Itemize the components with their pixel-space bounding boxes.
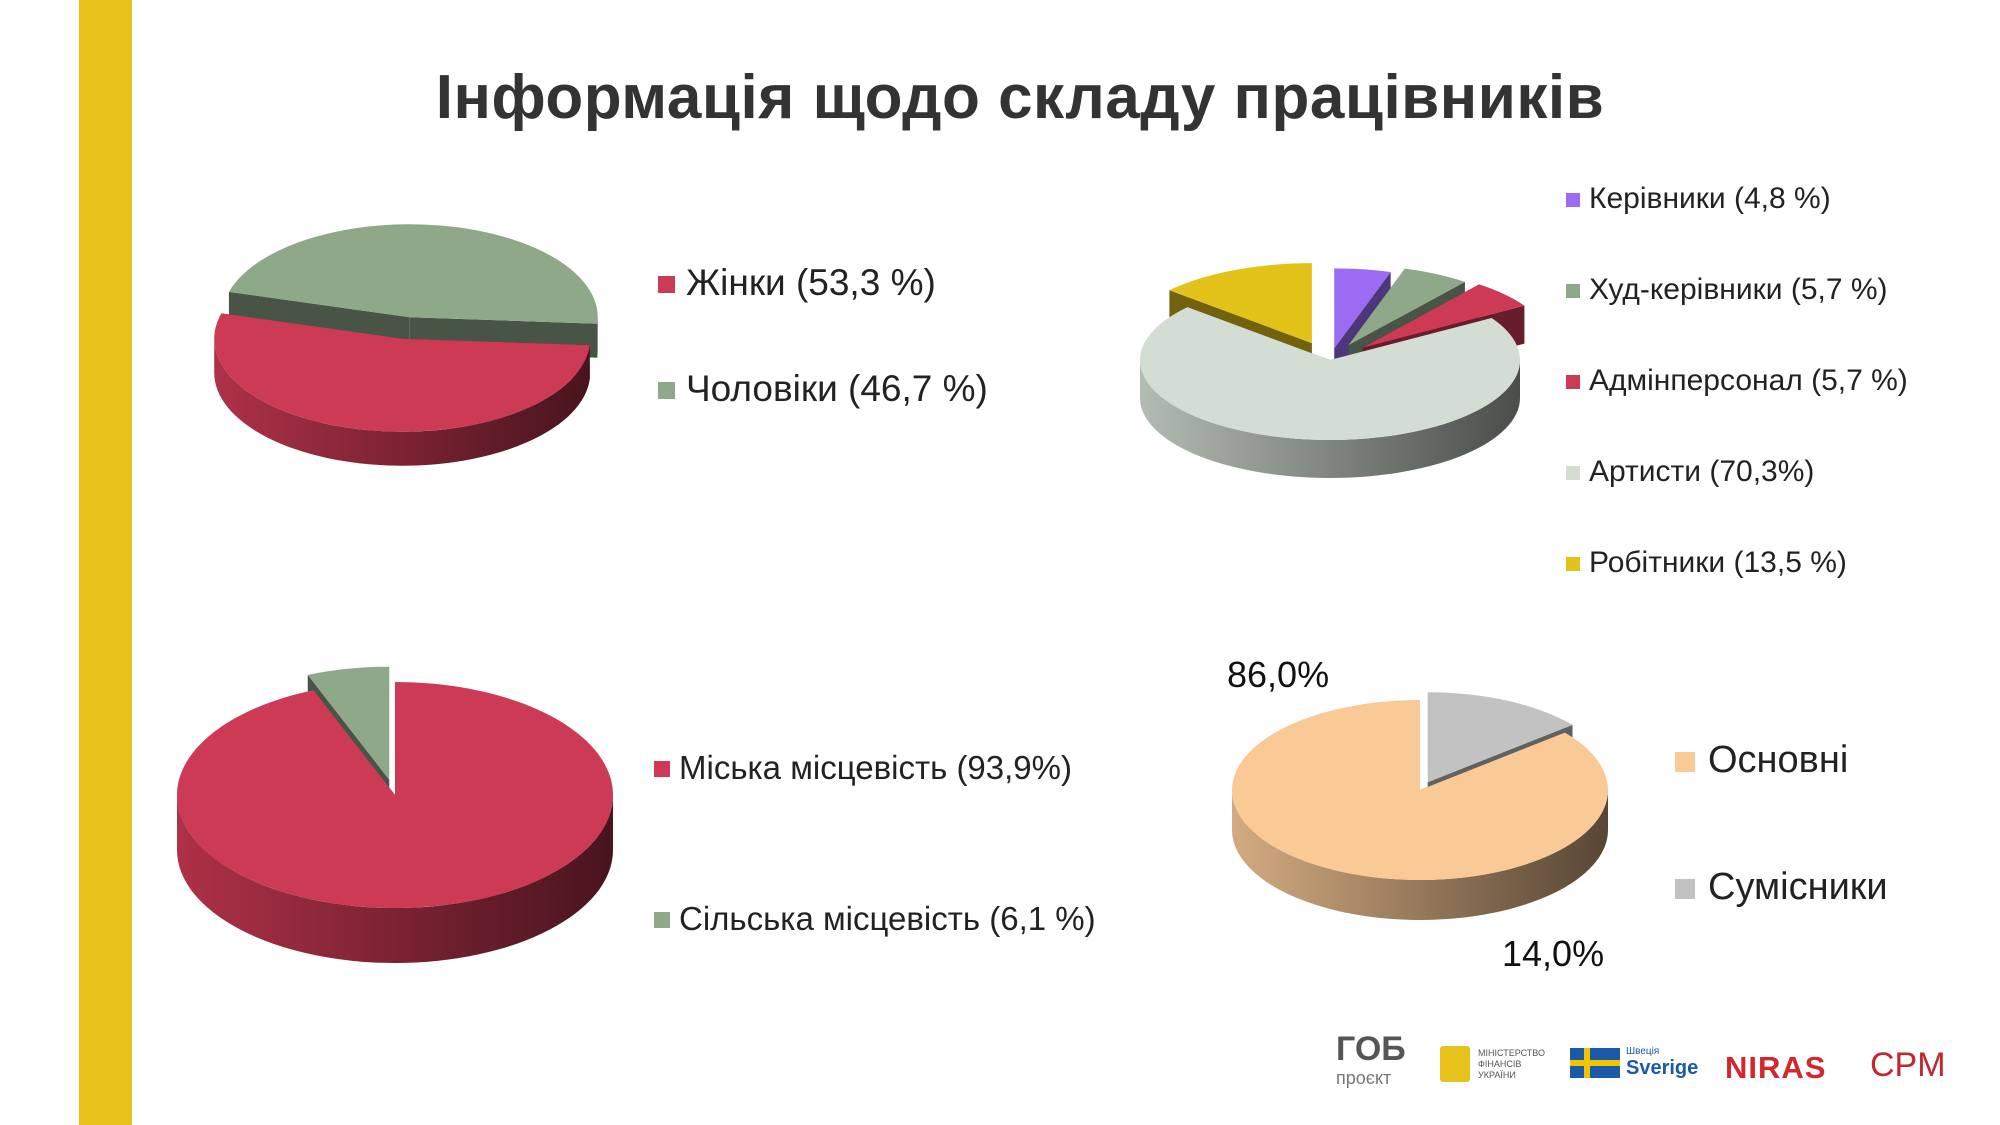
slice-top-staff-2 [1362,284,1525,348]
legend-label-men: Чоловіки (46,7 %) [686,368,988,409]
niras-logo: NIRAS [1725,1050,1827,1085]
gob-logo: ГОБ [1336,1030,1406,1068]
legend-label-workers: Робітники (13,5 %) [1589,546,1847,579]
cpm-logo: CPM [1870,1046,1946,1084]
slice-side-staff-3 [1140,360,1520,478]
legend-label-urban: Міська місцевість (93,9%) [679,749,1072,786]
accent-bar [79,0,132,1125]
legend-swatch-part-time [1675,879,1695,899]
sweden-flag-icon [1570,1048,1620,1078]
location-pie-chart [176,666,613,963]
slice-top-employment-1 [1427,692,1573,783]
data-label-main: 86,0% [1227,654,1330,695]
legend-label-rural: Сільська місцевість (6,1 %) [679,900,1096,937]
gender-pie-chart [214,224,598,466]
sverige-logo: Sverige [1626,1057,1699,1079]
legend-label-managers: Керівники (4,8 %) [1589,182,1831,215]
staff-category-pie-chart [1140,263,1525,478]
slice-side-employment-0 [1232,790,1608,920]
data-label-part-time: 14,0% [1502,933,1605,974]
gob-logo-subtitle: проєкт [1336,1068,1392,1088]
legend-swatch-men [658,382,675,399]
ministry-logo-text: МІНІСТЕРСТВО ФІНАНСІВ УКРАЇНИ [1478,1048,1546,1080]
slice-top-staff-4 [1169,263,1312,344]
slice-top-location-1 [307,666,390,780]
slice-top-staff-1 [1348,268,1465,346]
legend-label-main: Основні [1708,739,1849,781]
legend-swatch-admin-staff [1566,375,1580,389]
legend-swatch-women [658,276,675,293]
legend-label-artists: Артисти (70,3%) [1589,455,1815,488]
slice-top-location-0 [176,682,613,908]
legend-swatch-rural [654,912,670,928]
legend-swatch-workers [1566,557,1580,571]
slice-top-staff-3 [1140,307,1520,440]
slice-top-gender-1 [228,224,598,324]
trident-emblem-icon [1440,1046,1470,1082]
slice-top-employment-0 [1232,700,1608,880]
slice-top-staff-0 [1334,268,1391,349]
legend-swatch-managers [1566,193,1580,207]
slice-side-location-0 [177,795,613,963]
sweden-logo-caption: Швеція [1626,1046,1660,1057]
partner-logos: ГОБ проєкт МІНІСТЕРСТВО ФІНАНСІВ УКРАЇНИ… [1330,1030,1950,1100]
page-title: Інформація щодо складу працівників [435,63,1605,132]
legend-swatch-artists [1566,466,1580,480]
employment-type-pie-chart [1232,692,1608,920]
legend-label-admin-staff: Адмінперсонал (5,7 %) [1589,364,1908,397]
slice-side-gender-0 [214,338,590,466]
legend-swatch-art-directors [1566,284,1580,298]
legend-label-women: Жінки (53,3 %) [686,262,936,303]
legend-label-art-directors: Худ-керівники (5,7 %) [1589,273,1888,306]
slice-top-gender-0 [214,313,590,432]
legend-swatch-urban [654,761,670,777]
legend-swatch-main [1675,752,1695,772]
legend-label-part-time: Сумісники [1708,866,1888,908]
